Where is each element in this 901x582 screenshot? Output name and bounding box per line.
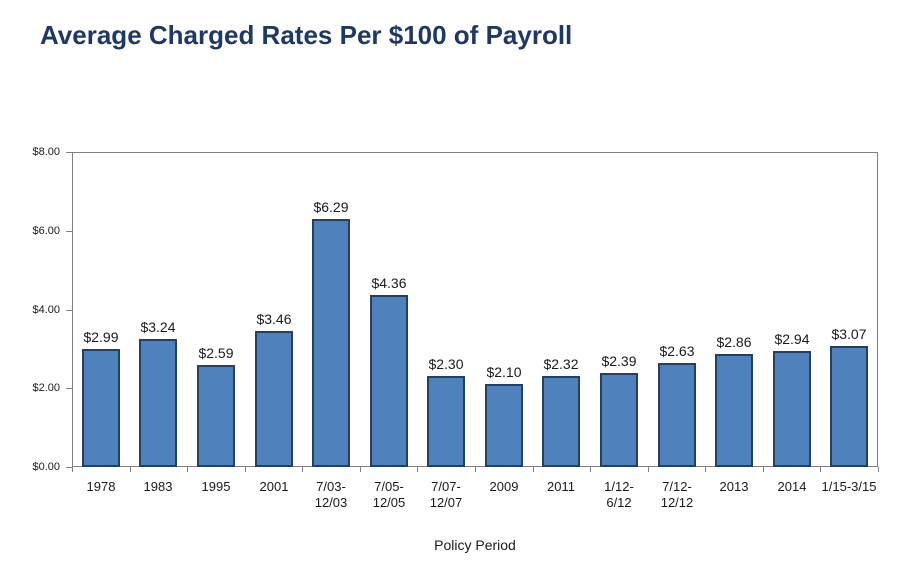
x-tick-mark xyxy=(705,467,706,472)
bar xyxy=(830,346,868,467)
bar xyxy=(773,351,811,467)
bar xyxy=(485,384,523,467)
bar xyxy=(370,295,408,467)
x-category-label: 1983 xyxy=(143,479,173,494)
bar xyxy=(658,363,696,467)
x-category-label: 2014 xyxy=(777,479,807,494)
y-tick-mark xyxy=(66,467,72,468)
bar xyxy=(715,354,753,467)
x-tick-mark xyxy=(302,467,303,472)
x-tick-mark xyxy=(475,467,476,472)
x-tick-mark xyxy=(187,467,188,472)
bar-value-label: $2.32 xyxy=(543,356,579,372)
x-category-label: 1/12- 6/12 xyxy=(604,479,634,510)
bar-value-label: $3.24 xyxy=(140,319,176,335)
bar-value-label: $3.07 xyxy=(831,326,867,342)
x-category-label: 7/05- 12/05 xyxy=(372,479,406,510)
plot-area xyxy=(72,152,878,467)
bar xyxy=(82,349,120,467)
x-tick-mark xyxy=(820,467,821,472)
bar-value-label: $2.63 xyxy=(659,343,695,359)
bar-value-label: $2.30 xyxy=(428,356,464,372)
bar-value-label: $2.10 xyxy=(486,364,522,380)
x-axis-title: Policy Period xyxy=(434,537,516,553)
bar xyxy=(139,339,177,467)
x-category-label: 2001 xyxy=(259,479,289,494)
y-tick-mark xyxy=(66,388,72,389)
x-category-label: 1995 xyxy=(201,479,231,494)
x-category-label: 2009 xyxy=(489,479,519,494)
x-category-label: 1978 xyxy=(86,479,116,494)
y-tick-label: $2.00 xyxy=(32,382,60,395)
y-tick-mark xyxy=(66,152,72,153)
x-tick-mark xyxy=(763,467,764,472)
x-tick-mark xyxy=(533,467,534,472)
y-tick-mark xyxy=(66,231,72,232)
bar-value-label: $2.86 xyxy=(716,334,752,350)
bar xyxy=(255,331,293,467)
x-tick-mark xyxy=(130,467,131,472)
y-tick-label: $8.00 xyxy=(32,146,60,158)
x-category-label: 2011 xyxy=(547,479,575,494)
bar xyxy=(600,373,638,467)
x-category-label: 1/15-3/15 xyxy=(821,479,877,494)
bar xyxy=(542,376,580,467)
x-tick-mark xyxy=(878,467,879,472)
x-tick-mark xyxy=(245,467,246,472)
bar-value-label: $3.46 xyxy=(256,311,292,327)
x-tick-mark xyxy=(590,467,591,472)
bar-value-label: $2.59 xyxy=(198,345,234,361)
x-category-label: 7/07- 12/07 xyxy=(429,479,463,510)
chart-title: Average Charged Rates Per $100 of Payrol… xyxy=(40,20,573,50)
bar-value-label: $2.99 xyxy=(83,329,119,345)
y-tick-mark xyxy=(66,310,72,311)
bar-value-label: $4.36 xyxy=(371,275,407,291)
x-tick-mark xyxy=(417,467,418,472)
bar-value-label: $6.29 xyxy=(313,199,349,215)
x-category-label: 2013 xyxy=(719,479,749,494)
x-tick-mark xyxy=(72,467,73,472)
bar-value-label: $2.39 xyxy=(601,353,637,369)
bar xyxy=(312,219,350,467)
x-tick-mark xyxy=(648,467,649,472)
x-tick-mark xyxy=(360,467,361,472)
y-tick-label: $0.00 xyxy=(32,461,60,473)
x-category-label: 7/03- 12/03 xyxy=(314,479,348,510)
y-tick-label: $4.00 xyxy=(32,303,60,316)
bar xyxy=(197,365,235,467)
bar-value-label: $2.94 xyxy=(774,331,810,347)
x-category-label: 7/12- 12/12 xyxy=(660,479,694,510)
y-tick-label: $6.00 xyxy=(32,224,60,237)
bar xyxy=(427,376,465,467)
